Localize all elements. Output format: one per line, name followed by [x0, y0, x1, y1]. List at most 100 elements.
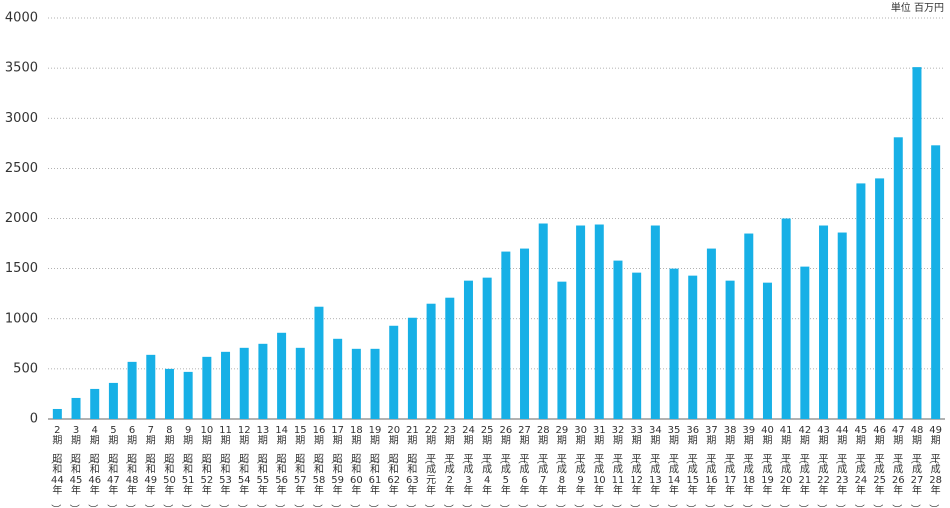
bar [314, 306, 324, 419]
bar [650, 225, 660, 419]
bar [538, 223, 548, 419]
bar [837, 232, 847, 419]
bar [688, 275, 698, 419]
bar [351, 348, 361, 419]
bar [706, 248, 716, 419]
bar [202, 356, 212, 419]
bar [445, 297, 455, 419]
bar [426, 303, 436, 419]
y-tick-label: 0 [30, 412, 38, 427]
bar [594, 224, 604, 419]
bar [762, 282, 772, 419]
bar [239, 347, 249, 419]
y-tick-label: 2500 [5, 161, 38, 176]
bar [856, 183, 866, 419]
bar [819, 225, 829, 419]
bar [576, 225, 586, 419]
y-tick-label: 3000 [5, 111, 38, 126]
bar [669, 268, 679, 419]
y-tick-label: 3500 [5, 61, 38, 76]
bar [221, 351, 231, 419]
bar [482, 277, 492, 419]
bar [277, 332, 287, 419]
bar [52, 408, 62, 419]
bar [781, 218, 791, 419]
bar [90, 388, 100, 419]
bar [744, 233, 754, 419]
y-tick-label: 500 [13, 361, 38, 376]
bar [258, 343, 268, 419]
bar [463, 280, 473, 419]
x-tick-label: 22期（平成元年） [423, 425, 437, 508]
unit-label: 単位 百万円 [891, 1, 944, 14]
bar [557, 281, 567, 419]
y-tick-label: 1500 [5, 261, 38, 276]
bar [725, 280, 735, 419]
y-tick-label: 1000 [5, 311, 38, 326]
bar [370, 348, 380, 419]
bar [407, 317, 417, 419]
bar [931, 145, 941, 419]
bar [613, 260, 623, 419]
bar [893, 137, 903, 420]
bar [295, 347, 305, 419]
bar [632, 272, 642, 419]
y-tick-label: 2000 [5, 211, 38, 226]
bar [333, 338, 343, 419]
bar [520, 248, 530, 419]
bar [501, 251, 511, 419]
bar [800, 266, 810, 419]
bar [164, 368, 174, 419]
bar [127, 361, 137, 419]
bar [183, 371, 193, 419]
y-tick-label: 4000 [5, 11, 38, 26]
bar [389, 325, 399, 419]
bar [875, 178, 885, 419]
bar [146, 354, 156, 419]
